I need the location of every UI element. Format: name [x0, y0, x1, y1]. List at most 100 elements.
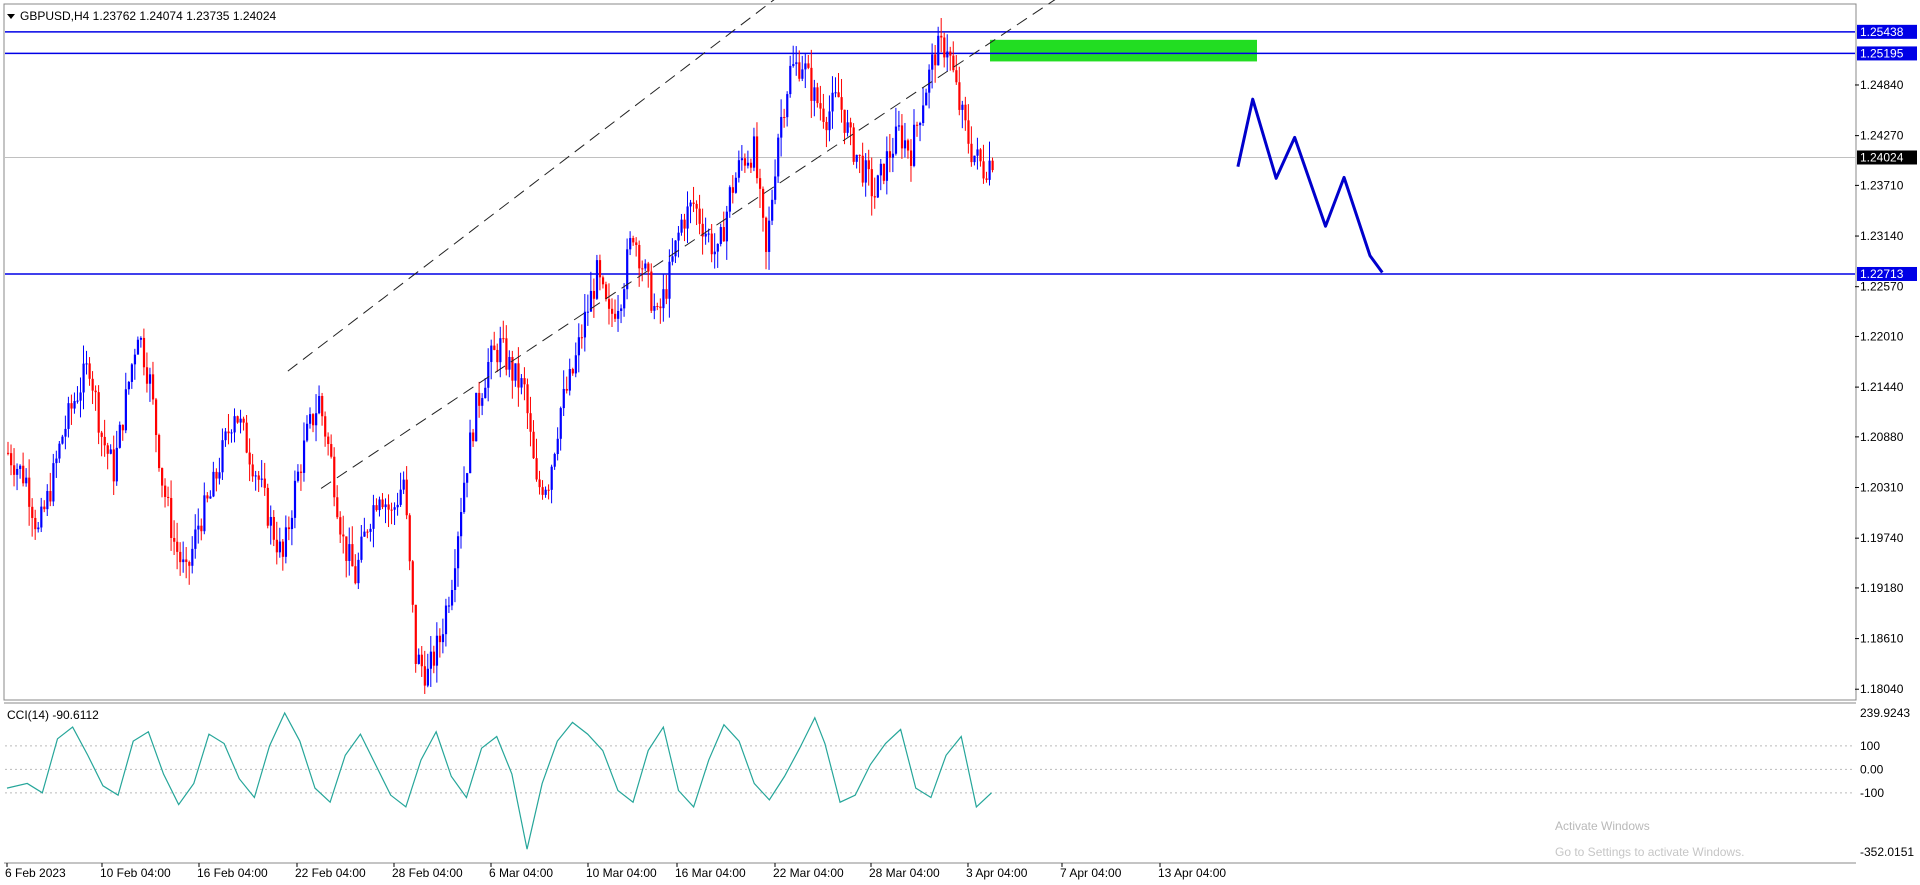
- candle-body: [900, 125, 904, 149]
- candle-body: [765, 217, 768, 252]
- candle-body: [52, 463, 55, 502]
- candle-body: [798, 62, 801, 79]
- candle-body: [100, 432, 103, 437]
- candle-body: [164, 485, 167, 497]
- price-tick-label: 1.24840: [1860, 78, 1904, 92]
- candle-body: [864, 160, 867, 183]
- time-tick-label: 6 Mar 04:00: [489, 866, 553, 880]
- candle-body: [517, 363, 520, 388]
- triangle-down-icon[interactable]: [7, 14, 15, 19]
- candle-body: [541, 487, 544, 495]
- candle-body: [607, 299, 611, 309]
- candle-body: [85, 363, 88, 365]
- candle-body: [695, 203, 698, 209]
- candle-body: [109, 449, 112, 454]
- candle-body: [870, 169, 873, 197]
- candle-body: [478, 392, 481, 406]
- candle-body: [577, 337, 580, 356]
- candle-body: [55, 458, 58, 464]
- cci-level-lines: [5, 745, 1855, 794]
- candle-body: [176, 541, 179, 552]
- candle-body: [946, 51, 949, 58]
- channel-lower-line[interactable]: [320, 0, 1056, 489]
- price-tick-label: 1.24270: [1860, 129, 1904, 143]
- candle-body: [816, 87, 819, 104]
- candle-body: [432, 651, 436, 666]
- candle-body: [789, 65, 792, 95]
- candle-body: [91, 378, 94, 391]
- candle-body: [656, 305, 659, 307]
- candle-body: [885, 151, 889, 181]
- candle-body: [324, 416, 327, 437]
- candle-body: [574, 355, 577, 374]
- candle-body: [964, 104, 967, 121]
- candle-body: [248, 452, 251, 465]
- candle-body: [399, 489, 402, 505]
- candle-body: [420, 654, 423, 667]
- price-tick-label: 1.21440: [1860, 380, 1904, 394]
- channel-upper-line[interactable]: [287, 0, 775, 372]
- candle-body: [378, 499, 381, 511]
- candle-body: [203, 495, 206, 532]
- price-tick-label: 1.20310: [1860, 481, 1904, 495]
- candle-body: [786, 94, 789, 118]
- candle-body: [635, 242, 638, 245]
- candle-body: [976, 149, 979, 156]
- candle-body: [919, 123, 922, 126]
- candle-body: [493, 345, 496, 350]
- candle-body: [188, 562, 191, 566]
- candle-body: [589, 290, 593, 312]
- candle-body: [79, 392, 82, 401]
- price-tick-label: 1.19180: [1860, 581, 1904, 595]
- candle-body: [342, 534, 345, 537]
- candle-body: [450, 589, 454, 606]
- projection-path[interactable]: [1236, 97, 1384, 274]
- candle-body: [556, 438, 559, 455]
- candle-body: [136, 339, 140, 355]
- candle-body: [937, 35, 940, 66]
- price-tick-label: 1.23140: [1860, 229, 1904, 243]
- candle-body: [441, 634, 445, 643]
- candle-body: [740, 158, 744, 161]
- candle-body: [737, 160, 741, 178]
- candle-body: [151, 374, 155, 400]
- time-tick-label: 16 Feb 04:00: [197, 866, 268, 880]
- candle-body: [701, 223, 704, 237]
- candle-body: [293, 480, 297, 518]
- candle-body: [363, 531, 366, 537]
- candle-body: [801, 69, 804, 79]
- candle-body: [490, 345, 493, 363]
- candle-body: [514, 363, 517, 381]
- candle-body: [894, 126, 898, 154]
- candle-body: [40, 506, 43, 528]
- candle-body: [284, 527, 288, 557]
- candle-body: [414, 604, 417, 664]
- candle-body: [505, 338, 508, 370]
- candle-body: [547, 489, 550, 491]
- candle-body: [245, 422, 248, 453]
- candle-body: [967, 120, 970, 144]
- candle-body: [698, 208, 701, 224]
- candle-body: [834, 92, 837, 94]
- candle-body: [668, 261, 671, 299]
- candle-body: [906, 140, 910, 151]
- candle-body: [562, 388, 565, 409]
- candle-body: [774, 176, 777, 200]
- candle-body: [686, 206, 689, 229]
- horizontal-levels[interactable]: [5, 31, 1855, 275]
- supply-zone: [990, 39, 1257, 62]
- candle-body: [435, 635, 439, 666]
- time-tick-label: 16 Mar 04:00: [675, 866, 746, 880]
- candle-body: [275, 539, 278, 553]
- candle-body: [16, 468, 19, 475]
- candle-body: [369, 528, 372, 532]
- candle-body: [381, 499, 384, 508]
- candle-body: [426, 668, 429, 686]
- candle-body: [215, 471, 218, 479]
- candle-body: [822, 108, 825, 122]
- candle-body: [200, 525, 203, 532]
- level-tag-label: 1.22713: [1860, 267, 1904, 281]
- candle-body: [888, 151, 892, 158]
- candle-body: [565, 388, 568, 391]
